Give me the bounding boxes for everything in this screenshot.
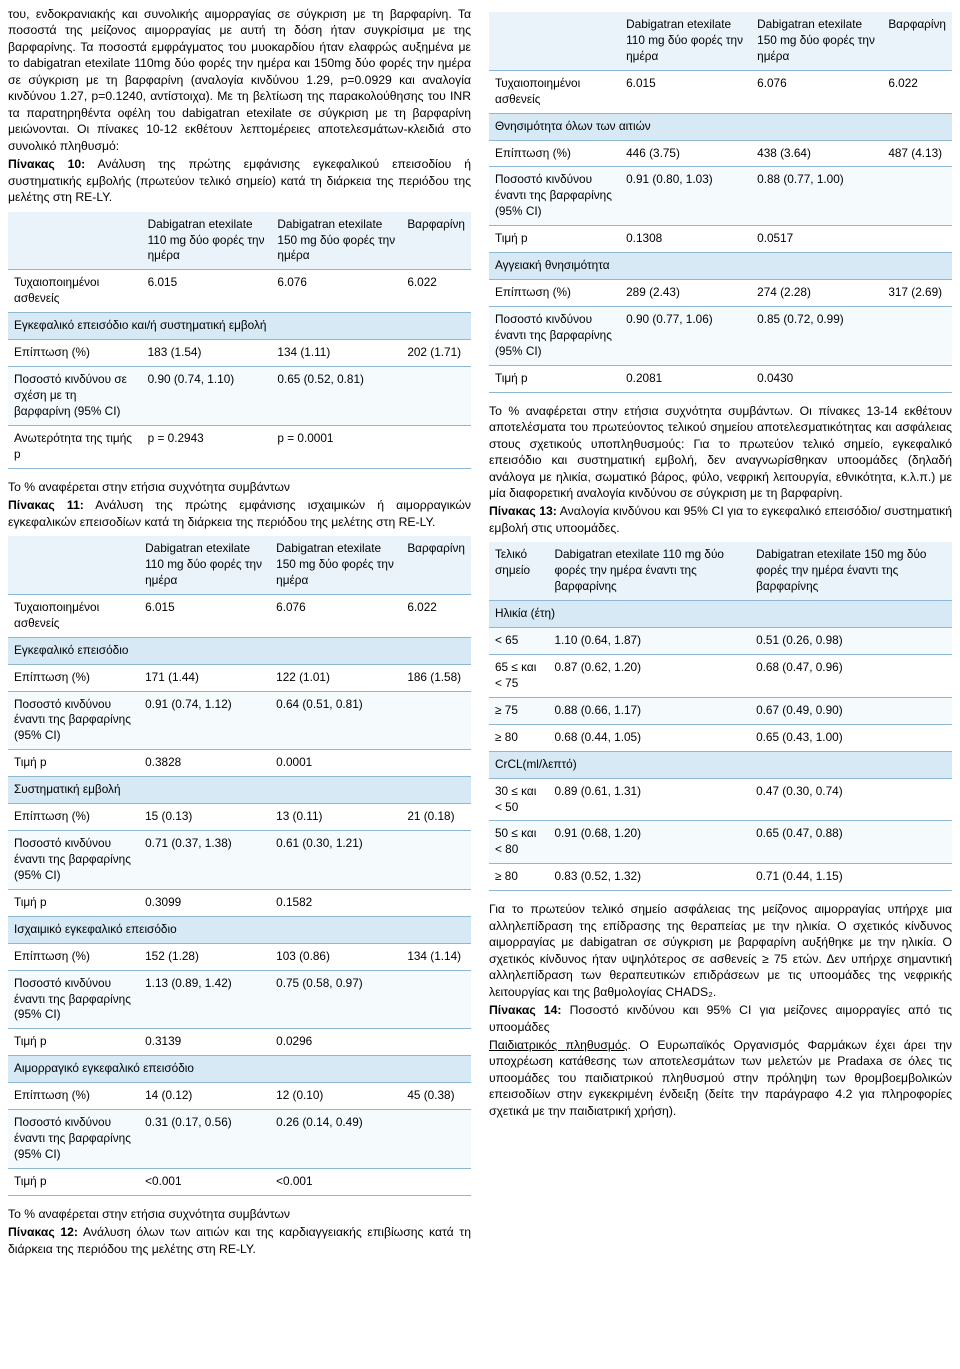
right-column: Dabigatran etexilate 110 mg δύο φορές τη… [489, 6, 952, 1259]
table-section: Συστηματική εμβολή [8, 777, 471, 804]
table-section: Ισχαιμικό εγκεφαλικό επεισόδιο [8, 916, 471, 943]
col-h [489, 12, 620, 70]
table-row: Ποσοστό κινδύνου έναντι της βαρφαρίνης (… [8, 691, 471, 750]
table-row: ≥ 800.68 (0.44, 1.05)0.65 (0.43, 1.00) [489, 724, 952, 751]
body-text: του, ενδοκρανιακής και συνολικής αιμορρα… [8, 6, 471, 154]
table-row: Τιμή p0.38280.0001 [8, 750, 471, 777]
table10-caption: Πίνακας 10: Ανάλυση της πρώτης εμφάνισης… [8, 156, 471, 205]
table-row: Τυχαιοποιημένοι ασθενείς6.0156.0766.022 [489, 70, 952, 113]
table12-caption: Πίνακας 12: Ανάλυση όλων των αιτιών και … [8, 1224, 471, 1257]
table-13: Τελικό σημείο Dabigatran etexilate 110 m… [489, 542, 952, 891]
table-row: < 651.10 (0.64, 1.87)0.51 (0.26, 0.98) [489, 628, 952, 655]
table-row: 65 ≤ και < 750.87 (0.62, 1.20)0.68 (0.47… [489, 655, 952, 698]
col-h: Dabigatran etexilate 150 mg δύο φορές τη… [751, 12, 882, 70]
table-row: Επίπτωση (%)289 (2.43)274 (2.28)317 (2.6… [489, 280, 952, 307]
table13-caption: Πίνακας 13: Αναλογία κινδύνου και 95% CI… [489, 503, 952, 536]
table-section: Αγγειακή θνησιμότητα [489, 253, 952, 280]
col-h: Τελικό σημείο [489, 542, 548, 600]
table-row: Ποσοστό κινδύνου έναντι της βαρφαρίνης (… [489, 306, 952, 365]
table-section: Ηλικία (έτη) [489, 601, 952, 628]
col-h: Dabigatran etexilate 110 mg δύο φορές τη… [620, 12, 751, 70]
body-text: Για το πρωτεύον τελικό σημείο ασφάλειας … [489, 901, 952, 1000]
table-row: ≥ 750.88 (0.66, 1.17)0.67 (0.49, 0.90) [489, 697, 952, 724]
table-row: 50 ≤ και < 800.91 (0.68, 1.20)0.65 (0.47… [489, 821, 952, 864]
table-10: Dabigatran etexilate 110 mg δύο φορές τη… [8, 212, 471, 469]
col-h: Dabigatran etexilate 150 mg δύο φορές τη… [750, 542, 952, 600]
table-section: Εγκεφαλικό επεισόδιο [8, 637, 471, 664]
col-h: Βαρφαρίνη [882, 12, 952, 70]
table-row: Ποσοστό κινδύνου έναντι της βαρφαρίνης (… [8, 831, 471, 890]
table-row: Επίπτωση (%)14 (0.12)12 (0.10)45 (0.38) [8, 1083, 471, 1110]
table-row: Τιμή p0.20810.0430 [489, 365, 952, 392]
table-row: 30 ≤ και < 500.89 (0.61, 1.31)0.47 (0.30… [489, 778, 952, 821]
table-row: Τιμή p0.31390.0296 [8, 1029, 471, 1056]
table-section: CrCL(ml/λεπτό) [489, 751, 952, 778]
table-row: Επίπτωση (%)171 (1.44)122 (1.01)186 (1.5… [8, 664, 471, 691]
col-h: Dabigatran etexilate 110 mg δύο φορές τη… [139, 536, 270, 594]
col-h: Dabigatran etexilate 150 mg δύο φορές τη… [271, 212, 401, 270]
col-h: Dabigatran etexilate 110 mg δύο φορές τη… [142, 212, 272, 270]
table11-caption: Πίνακας 11: Ανάλυση της πρώτης εμφάνισης… [8, 497, 471, 530]
col-h: Dabigatran etexilate 110 mg δύο φορές τη… [548, 542, 750, 600]
table-row: Ποσοστό κινδύνου έναντι της βαρφαρίνης (… [8, 1110, 471, 1169]
table-section: Θνησιμότητα όλων των αιτιών [489, 113, 952, 140]
left-column: του, ενδοκρανιακής και συνολικής αιμορρα… [8, 6, 471, 1259]
body-text: Το % αναφέρεται στην ετήσια συχνότητα συ… [489, 403, 952, 502]
table-row: Ποσοστό κινδύνου έναντι της βαρφαρίνης (… [8, 970, 471, 1029]
col-h [8, 536, 139, 594]
table-row: ≥ 800.83 (0.52, 1.32)0.71 (0.44, 1.15) [489, 864, 952, 891]
table-row: Τιμή p0.30990.1582 [8, 889, 471, 916]
table-12: Dabigatran etexilate 110 mg δύο φορές τη… [489, 12, 952, 393]
table-row: Ποσοστό κινδύνου έναντι της βαρφαρίνης (… [489, 167, 952, 226]
col-h: Βαρφαρίνη [401, 212, 471, 270]
table-row: Επίπτωση (%)183 (1.54)134 (1.11)202 (1.7… [8, 340, 471, 367]
table-row: Τυχαιοποιημένοι ασθενείς 6.015 6.076 6.0… [8, 270, 471, 313]
col-h [8, 212, 142, 270]
table-section: Εγκεφαλικό επεισόδιο και/ή συστηματική ε… [8, 313, 471, 340]
table-row: Ανωτερότητα της τιμής pp = 0.2943p = 0.0… [8, 425, 471, 468]
table-row: Τιμή p<0.001<0.001 [8, 1168, 471, 1195]
body-text: Το % αναφέρεται στην ετήσια συχνότητα συ… [8, 1206, 471, 1222]
table14-caption: Πίνακας 14: Ποσοστό κινδύνου και 95% CI … [489, 1002, 952, 1035]
table-section: Αιμορραγικό εγκεφαλικό επεισόδιο [8, 1056, 471, 1083]
table-row: Τυχαιοποιημένοι ασθενείς6.0156.0766.022 [8, 594, 471, 637]
table-row: Επίπτωση (%)152 (1.28)103 (0.86)134 (1.1… [8, 943, 471, 970]
table-row: Τιμή p0.13080.0517 [489, 226, 952, 253]
body-text: Παιδιατρικός πληθυσμός. Ο Ευρωπαϊκός Οργ… [489, 1037, 952, 1119]
table-11: Dabigatran etexilate 110 mg δύο φορές τη… [8, 536, 471, 1196]
table-row: Επίπτωση (%)446 (3.75)438 (3.64)487 (4.1… [489, 140, 952, 167]
col-h: Βαρφαρίνη [401, 536, 471, 594]
col-h: Dabigatran etexilate 150 mg δύο φορές τη… [270, 536, 401, 594]
body-text: Το % αναφέρεται στην ετήσια συχνότητα συ… [8, 479, 471, 495]
table-row: Ποσοστό κινδύνου σε σχέση με τη βαρφαρίν… [8, 367, 471, 426]
table-row: Επίπτωση (%)15 (0.13)13 (0.11)21 (0.18) [8, 804, 471, 831]
